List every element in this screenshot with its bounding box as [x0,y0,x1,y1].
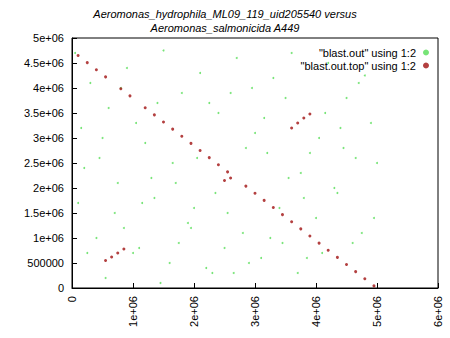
svg-text:"blast.out.top" using 1:2: "blast.out.top" using 1:2 [301,60,416,72]
svg-text:0: 0 [66,296,78,302]
svg-text:4.5e+06: 4.5e+06 [24,57,64,69]
svg-text:5e+06: 5e+06 [33,32,64,44]
svg-text:2e+06: 2e+06 [188,296,200,327]
svg-text:5e+06: 5e+06 [371,296,383,327]
svg-text:Aeromonas_hydrophila_ML09_119_: Aeromonas_hydrophila_ML09_119_uid205540 … [92,8,357,20]
svg-text:2.5e+06: 2.5e+06 [24,157,64,169]
svg-text:3e+06: 3e+06 [249,296,261,327]
svg-text:Aeromonas_salmonicida A449: Aeromonas_salmonicida A449 [150,22,300,34]
svg-text:0: 0 [58,282,64,294]
svg-text:4e+06: 4e+06 [310,296,322,327]
svg-text:500000: 500000 [27,257,64,269]
svg-text:3.5e+06: 3.5e+06 [24,107,64,119]
svg-text:1.5e+06: 1.5e+06 [24,207,64,219]
svg-text:1e+06: 1e+06 [127,296,139,327]
svg-text:1e+06: 1e+06 [33,232,64,244]
svg-text:2e+06: 2e+06 [33,182,64,194]
svg-text:3e+06: 3e+06 [33,132,64,144]
svg-text:"blast.out" using 1:2: "blast.out" using 1:2 [319,47,416,59]
svg-text:4e+06: 4e+06 [33,82,64,94]
svg-text:6e+06: 6e+06 [432,296,444,327]
